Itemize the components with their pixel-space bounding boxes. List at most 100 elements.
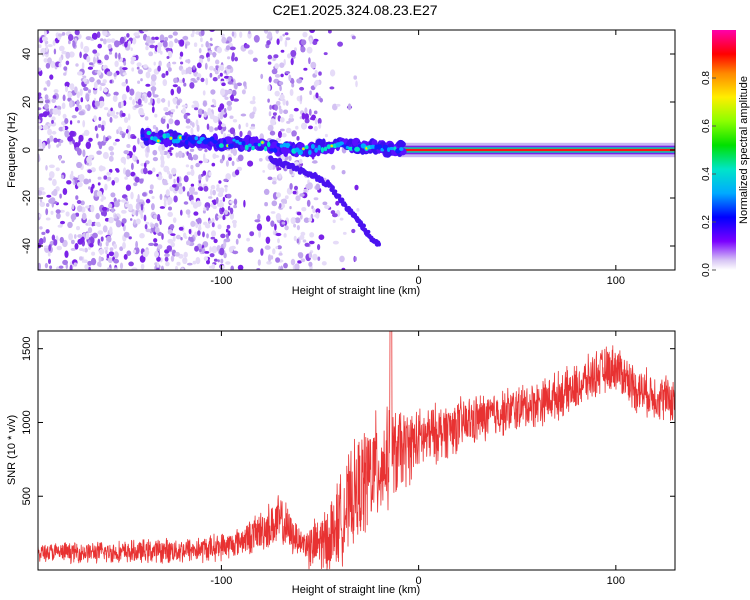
noise-speckle bbox=[220, 128, 224, 135]
noise-speckle bbox=[330, 210, 336, 215]
noise-speckle bbox=[49, 135, 54, 142]
noise-speckle bbox=[157, 244, 163, 250]
noise-speckle bbox=[257, 259, 261, 266]
noise-speckle bbox=[299, 95, 303, 102]
track-core bbox=[247, 143, 252, 148]
noise-speckle bbox=[190, 199, 194, 205]
noise-speckle bbox=[353, 75, 358, 80]
noise-speckle bbox=[51, 130, 57, 135]
noise-speckle bbox=[210, 89, 216, 95]
noise-speckle bbox=[103, 175, 108, 180]
noise-speckle bbox=[95, 212, 100, 220]
noise-speckle bbox=[181, 68, 185, 76]
noise-speckle bbox=[113, 177, 120, 183]
colorbar-tick-label: 0.2 bbox=[701, 215, 712, 229]
noise-speckle bbox=[226, 133, 231, 137]
noise-speckle bbox=[101, 206, 108, 212]
noise-speckle bbox=[267, 84, 271, 92]
noise-speckle bbox=[102, 65, 107, 70]
noise-speckle bbox=[38, 119, 41, 123]
track-core bbox=[238, 141, 243, 145]
noise-speckle bbox=[254, 219, 261, 223]
noise-speckle bbox=[306, 46, 313, 54]
noise-speckle bbox=[78, 134, 84, 142]
noise-speckle bbox=[183, 251, 188, 258]
noise-speckle bbox=[110, 38, 116, 43]
noise-speckle bbox=[300, 39, 307, 46]
noise-speckle bbox=[209, 37, 213, 41]
noise-speckle bbox=[220, 233, 226, 239]
noise-speckle bbox=[58, 57, 62, 64]
noise-speckle bbox=[265, 236, 271, 244]
noise-speckle bbox=[218, 180, 222, 184]
noise-speckle bbox=[165, 70, 169, 76]
noise-speckle bbox=[190, 168, 195, 177]
noise-speckle bbox=[136, 159, 140, 164]
spec-x-tick-label: 0 bbox=[416, 275, 422, 287]
noise-speckle bbox=[69, 264, 73, 270]
noise-speckle bbox=[114, 52, 118, 59]
noise-speckle bbox=[120, 156, 127, 164]
noise-speckle bbox=[86, 55, 91, 63]
noise-speckle bbox=[173, 77, 178, 84]
noise-speckle bbox=[247, 49, 254, 55]
track-core bbox=[314, 147, 318, 153]
noise-speckle bbox=[121, 81, 127, 87]
noise-speckle bbox=[63, 202, 69, 206]
noise-speckle bbox=[313, 110, 318, 115]
noise-speckle bbox=[270, 220, 275, 227]
noise-speckle bbox=[304, 242, 310, 247]
noise-speckle bbox=[148, 189, 153, 194]
noise-speckle bbox=[153, 214, 158, 220]
noise-speckle bbox=[293, 235, 297, 242]
noise-speckle bbox=[222, 214, 226, 221]
noise-speckle bbox=[110, 109, 116, 117]
noise-speckle bbox=[299, 213, 303, 220]
noise-speckle bbox=[78, 111, 85, 116]
noise-speckle bbox=[168, 206, 172, 211]
noise-speckle bbox=[206, 52, 210, 59]
noise-speckle bbox=[226, 193, 232, 199]
noise-speckle bbox=[300, 46, 306, 53]
colorbar-tick-label: 0.8 bbox=[701, 71, 712, 85]
noise-speckle bbox=[49, 197, 56, 204]
noise-speckle bbox=[67, 92, 73, 98]
noise-speckle bbox=[153, 238, 158, 243]
noise-speckle bbox=[170, 255, 175, 262]
noise-speckle bbox=[208, 171, 212, 176]
noise-speckle bbox=[128, 203, 133, 211]
noise-speckle bbox=[102, 79, 107, 84]
noise-speckle bbox=[43, 245, 50, 249]
noise-speckle bbox=[53, 239, 58, 246]
noise-speckle bbox=[102, 30, 108, 37]
noise-speckle bbox=[277, 238, 280, 244]
noise-speckle bbox=[134, 105, 140, 108]
noise-speckle bbox=[123, 150, 130, 155]
noise-speckle bbox=[62, 94, 66, 102]
noise-speckle bbox=[260, 73, 264, 80]
noise-speckle bbox=[209, 112, 213, 116]
noise-speckle bbox=[180, 237, 183, 241]
noise-speckle bbox=[211, 245, 218, 254]
noise-speckle bbox=[122, 72, 127, 76]
noise-speckle bbox=[280, 265, 284, 270]
noise-speckle bbox=[300, 231, 306, 236]
noise-speckle bbox=[56, 144, 60, 148]
noise-speckle bbox=[214, 70, 219, 75]
noise-speckle bbox=[38, 92, 42, 97]
noise-speckle bbox=[82, 120, 86, 128]
noise-speckle bbox=[129, 88, 135, 96]
noise-speckle bbox=[197, 108, 204, 115]
noise-speckle bbox=[305, 183, 311, 190]
noise-speckle bbox=[147, 67, 152, 73]
noise-speckle bbox=[203, 158, 209, 164]
noise-speckle bbox=[267, 254, 272, 262]
noise-speckle bbox=[150, 97, 153, 105]
noise-speckle bbox=[142, 251, 149, 258]
noise-speckle bbox=[234, 83, 238, 90]
noise-speckle bbox=[108, 51, 113, 55]
noise-speckle bbox=[121, 133, 126, 139]
noise-speckle bbox=[324, 133, 328, 138]
noise-speckle bbox=[159, 219, 162, 225]
noise-speckle bbox=[93, 56, 96, 64]
